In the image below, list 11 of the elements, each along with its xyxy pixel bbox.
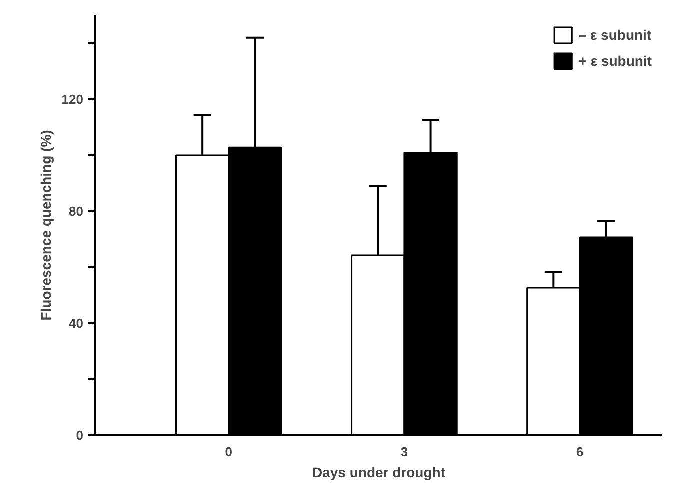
legend-label: – ε subunit — [578, 27, 652, 43]
x-tick-label: 3 — [400, 444, 408, 460]
y-tick-label: 0 — [76, 428, 84, 443]
y-axis-title: Fluorescence quenching (%) — [38, 130, 54, 321]
legend-label: + ε subunit — [578, 53, 652, 69]
x-tick-label: 6 — [576, 444, 584, 460]
y-tick-label: 40 — [69, 316, 84, 331]
x-axis-title: Days under drought — [312, 464, 446, 480]
y-tick-label: 120 — [62, 92, 84, 107]
x-tick-label: 0 — [225, 444, 233, 460]
y-tick-label: 80 — [69, 204, 84, 219]
